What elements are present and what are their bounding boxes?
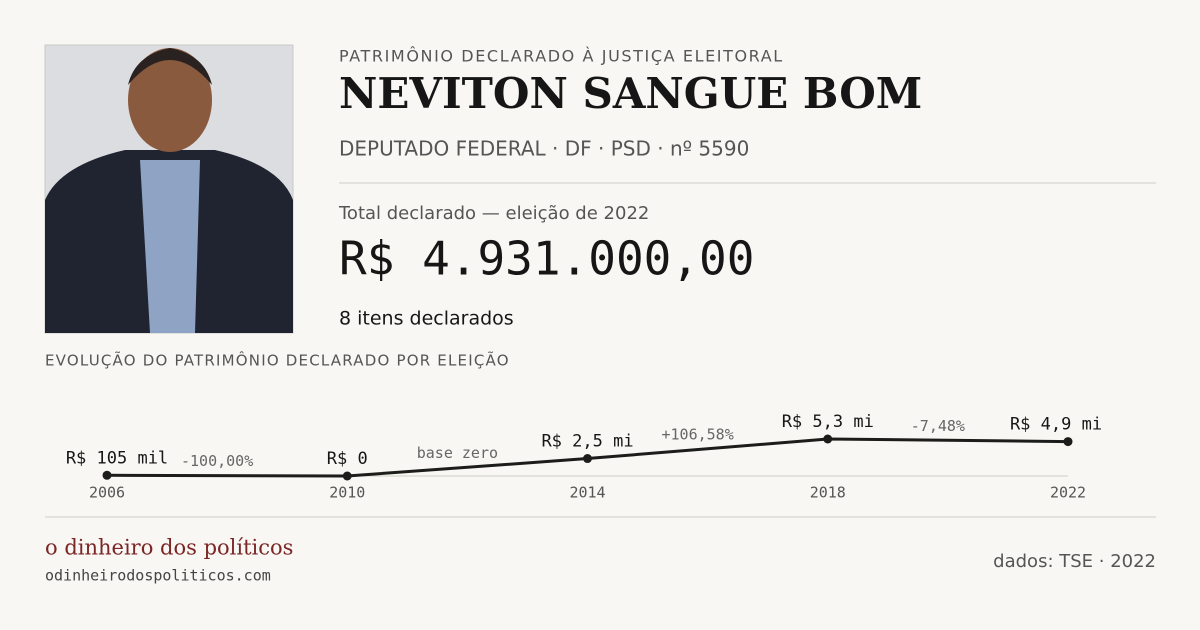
chart: 2006 2010 2014 2018 2022 R$ 105 mil R$ 0 R$ 2,5… bbox=[66, 412, 1102, 502]
point bbox=[1063, 437, 1073, 447]
x-tick-label: 2018 bbox=[810, 484, 846, 502]
url: odinheirodospoliticos.com bbox=[45, 567, 271, 585]
value-label: R$ 2,5 mi bbox=[541, 432, 633, 452]
total-label: Total declarado — eleição de 2022 bbox=[338, 203, 649, 224]
brand: o dinheiro dos políticos bbox=[45, 536, 293, 560]
change-label: base zero bbox=[417, 444, 498, 462]
value-label: R$ 105 mil bbox=[66, 448, 168, 468]
items-count: 8 itens declarados bbox=[339, 308, 514, 330]
x-tick-label: 2010 bbox=[329, 484, 365, 502]
point bbox=[342, 471, 352, 481]
total-value: R$ 4.931.000,00 bbox=[339, 232, 754, 286]
x-tick-label: 2022 bbox=[1050, 484, 1086, 502]
role: DEPUTADO FEDERAL · DF · PSD · nº 5590 bbox=[339, 137, 749, 161]
change-label: +106,58% bbox=[662, 425, 734, 443]
value-label: R$ 0 bbox=[327, 449, 368, 469]
x-tick-label: 2006 bbox=[89, 484, 125, 502]
change-label: -7,48% bbox=[911, 417, 965, 435]
chart-title: EVOLUÇÃO DO PATRIMÔNIO DECLARADO POR ELE… bbox=[45, 351, 510, 370]
value-label: R$ 4,9 mi bbox=[1010, 415, 1102, 435]
name: NEVITON SANGUE BOM bbox=[339, 69, 922, 118]
point bbox=[823, 434, 833, 444]
point bbox=[583, 454, 592, 464]
change-label: -100,00% bbox=[181, 452, 253, 470]
x-tick-label: 2014 bbox=[569, 484, 605, 502]
photo bbox=[44, 44, 294, 334]
kicker: PATRIMÔNIO DECLARADO À JUSTIÇA ELEITORAL bbox=[339, 47, 784, 66]
point bbox=[102, 470, 112, 480]
source: dados: TSE · 2022 bbox=[993, 551, 1156, 572]
value-label: R$ 5,3 mi bbox=[782, 412, 874, 432]
